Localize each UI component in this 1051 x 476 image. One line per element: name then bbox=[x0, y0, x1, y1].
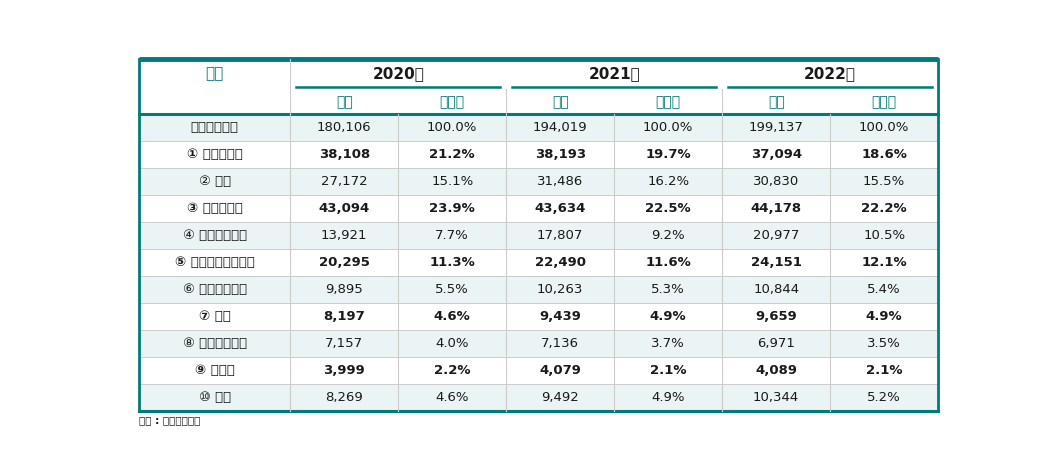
Text: 30,830: 30,830 bbox=[754, 175, 800, 188]
Text: 2.1%: 2.1% bbox=[866, 364, 903, 377]
Bar bbox=[139, 384, 939, 410]
Text: ⑦ 협찬: ⑦ 협찬 bbox=[199, 310, 230, 323]
Text: 43,094: 43,094 bbox=[318, 202, 370, 215]
Text: 9,659: 9,659 bbox=[756, 310, 797, 323]
Text: 4.6%: 4.6% bbox=[435, 391, 469, 404]
Text: 4.9%: 4.9% bbox=[866, 310, 903, 323]
Text: 22.5%: 22.5% bbox=[645, 202, 691, 215]
Text: 194,019: 194,019 bbox=[533, 121, 588, 134]
Text: 매출: 매출 bbox=[552, 95, 569, 109]
Text: 20,295: 20,295 bbox=[318, 256, 370, 269]
Text: 출처 : 방송통계포털: 출처 : 방송통계포털 bbox=[139, 415, 201, 425]
Text: 11.3%: 11.3% bbox=[430, 256, 475, 269]
Text: 9.2%: 9.2% bbox=[652, 229, 685, 242]
Text: 4.9%: 4.9% bbox=[650, 310, 686, 323]
Bar bbox=[139, 168, 939, 195]
Text: 10,844: 10,844 bbox=[754, 283, 799, 296]
Bar bbox=[139, 141, 939, 168]
Text: 44,178: 44,178 bbox=[750, 202, 802, 215]
Text: 19.7%: 19.7% bbox=[645, 148, 691, 161]
Text: ⑤ 홈쇼핑송출수수료: ⑤ 홈쇼핑송출수수료 bbox=[174, 256, 254, 269]
Text: ⑧ 단말장치대여: ⑧ 단말장치대여 bbox=[183, 337, 247, 350]
Text: 16.2%: 16.2% bbox=[647, 175, 689, 188]
Text: 100.0%: 100.0% bbox=[427, 121, 477, 134]
Text: 구분: 구분 bbox=[206, 67, 224, 81]
Text: 10,263: 10,263 bbox=[537, 283, 583, 296]
Text: 9,492: 9,492 bbox=[541, 391, 579, 404]
Text: 5.2%: 5.2% bbox=[867, 391, 901, 404]
Text: 18.6%: 18.6% bbox=[861, 148, 907, 161]
Text: 2020년: 2020년 bbox=[372, 67, 425, 81]
Bar bbox=[139, 222, 939, 249]
Text: 9,895: 9,895 bbox=[326, 283, 363, 296]
Text: 5.5%: 5.5% bbox=[435, 283, 469, 296]
Text: 27,172: 27,172 bbox=[321, 175, 368, 188]
Text: ⑥ 프로그램제공: ⑥ 프로그램제공 bbox=[183, 283, 247, 296]
Text: 9,439: 9,439 bbox=[539, 310, 581, 323]
Text: 15.5%: 15.5% bbox=[863, 175, 905, 188]
Text: 38,193: 38,193 bbox=[535, 148, 585, 161]
Text: 점유율: 점유율 bbox=[871, 95, 897, 109]
Text: 매출: 매출 bbox=[336, 95, 353, 109]
Bar bbox=[139, 330, 939, 357]
Text: 4,089: 4,089 bbox=[756, 364, 797, 377]
Text: 8,269: 8,269 bbox=[326, 391, 363, 404]
Text: 21.2%: 21.2% bbox=[430, 148, 475, 161]
Text: 199,137: 199,137 bbox=[748, 121, 804, 134]
Text: 15.1%: 15.1% bbox=[431, 175, 473, 188]
Bar bbox=[139, 276, 939, 303]
Text: 22.2%: 22.2% bbox=[862, 202, 907, 215]
Text: 180,106: 180,106 bbox=[317, 121, 372, 134]
Text: 24,151: 24,151 bbox=[750, 256, 802, 269]
Text: 4,079: 4,079 bbox=[539, 364, 581, 377]
Text: ① 홈쇼핑방송: ① 홈쇼핑방송 bbox=[187, 148, 243, 161]
Text: 12.1%: 12.1% bbox=[862, 256, 907, 269]
Text: 100.0%: 100.0% bbox=[643, 121, 694, 134]
Text: 6,971: 6,971 bbox=[757, 337, 796, 350]
Bar bbox=[139, 195, 939, 222]
Text: ② 광고: ② 광고 bbox=[199, 175, 231, 188]
Text: 100.0%: 100.0% bbox=[859, 121, 909, 134]
Text: 23.9%: 23.9% bbox=[430, 202, 475, 215]
Text: ④ 프로그램판매: ④ 프로그램판매 bbox=[183, 229, 247, 242]
Text: 10.5%: 10.5% bbox=[863, 229, 905, 242]
Text: 3,999: 3,999 bbox=[324, 364, 365, 377]
Text: 점유율: 점유율 bbox=[439, 95, 465, 109]
Text: ⑩ 기타: ⑩ 기타 bbox=[199, 391, 231, 404]
Text: 31,486: 31,486 bbox=[537, 175, 583, 188]
Text: 5.4%: 5.4% bbox=[867, 283, 901, 296]
Bar bbox=[139, 357, 939, 384]
Bar bbox=[139, 303, 939, 330]
Text: 5.3%: 5.3% bbox=[652, 283, 685, 296]
Text: 20,977: 20,977 bbox=[753, 229, 800, 242]
Text: 2021년: 2021년 bbox=[589, 67, 640, 81]
Text: 4.6%: 4.6% bbox=[434, 310, 471, 323]
Text: 2022년: 2022년 bbox=[804, 67, 857, 81]
Text: 2.2%: 2.2% bbox=[434, 364, 471, 377]
Text: 22,490: 22,490 bbox=[535, 256, 585, 269]
Text: 13,921: 13,921 bbox=[321, 229, 368, 242]
Text: 매출: 매출 bbox=[768, 95, 784, 109]
Text: 3.5%: 3.5% bbox=[867, 337, 901, 350]
Text: 8,197: 8,197 bbox=[324, 310, 365, 323]
Text: 방송사업매출: 방송사업매출 bbox=[190, 121, 239, 134]
Text: 4.9%: 4.9% bbox=[652, 391, 685, 404]
Text: 38,108: 38,108 bbox=[318, 148, 370, 161]
Text: 37,094: 37,094 bbox=[750, 148, 802, 161]
Bar bbox=[139, 114, 939, 141]
Bar bbox=[139, 249, 939, 276]
Text: 점유율: 점유율 bbox=[656, 95, 681, 109]
Text: 43,634: 43,634 bbox=[535, 202, 585, 215]
Text: 11.6%: 11.6% bbox=[645, 256, 692, 269]
Text: 17,807: 17,807 bbox=[537, 229, 583, 242]
Text: 4.0%: 4.0% bbox=[435, 337, 469, 350]
Text: 7,136: 7,136 bbox=[541, 337, 579, 350]
Text: ③ 방송수신료: ③ 방송수신료 bbox=[187, 202, 243, 215]
Text: 2.1%: 2.1% bbox=[650, 364, 686, 377]
Text: 3.7%: 3.7% bbox=[652, 337, 685, 350]
Text: 10,344: 10,344 bbox=[754, 391, 800, 404]
Text: 7.7%: 7.7% bbox=[435, 229, 469, 242]
Text: 7,157: 7,157 bbox=[325, 337, 364, 350]
Text: ⑨ 재송신: ⑨ 재송신 bbox=[194, 364, 234, 377]
